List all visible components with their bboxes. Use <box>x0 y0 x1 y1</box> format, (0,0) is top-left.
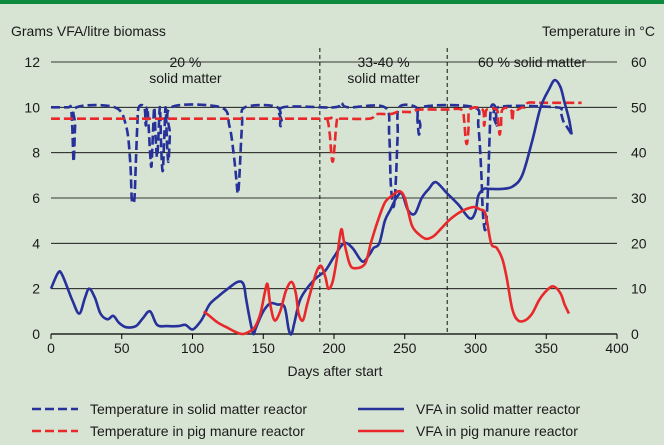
vfa-solid-matter-line <box>49 78 573 336</box>
region-label: 20 % <box>169 54 201 70</box>
region-label: 33-40 % <box>357 54 409 70</box>
x-tick-label: 350 <box>535 340 559 356</box>
region-label: solid matter <box>149 70 222 86</box>
y-left-tick-label: 6 <box>32 190 40 206</box>
legend-label: VFA in solid matter reactor <box>416 401 581 417</box>
vfa-pig-manure-line <box>202 189 571 336</box>
legend-label: Temperature in pig manure reactor <box>90 423 305 439</box>
x-tick-label: 150 <box>252 340 276 356</box>
temp-pig-manure-line <box>50 101 582 163</box>
region-label: 60 % solid matter <box>478 54 586 70</box>
x-tick-label: 300 <box>464 340 488 356</box>
right-axis-title: Temperature in °C <box>542 23 655 39</box>
y-left-tick-label: 2 <box>32 281 40 297</box>
axis-ticks: 0 2 4 6 8 10 12 0 10 20 30 40 50 60 0 50 100 150 200 250 300… <box>24 54 646 356</box>
y-right-tick-label: 0 <box>631 326 639 342</box>
y-right-tick-label: 50 <box>631 99 647 115</box>
y-right-tick-label: 60 <box>631 54 647 70</box>
y-right-tick-label: 30 <box>631 190 647 206</box>
legend: Temperature in solid matter reactor Tempe… <box>32 401 581 439</box>
series <box>49 78 582 336</box>
y-left-tick-label: 8 <box>32 145 40 161</box>
legend-label: VFA in pig manure reactor <box>416 423 578 439</box>
x-tick-label: 200 <box>322 340 346 356</box>
y-left-tick-label: 0 <box>32 326 40 342</box>
y-right-tick-label: 40 <box>631 145 647 161</box>
legend-label: Temperature in solid matter reactor <box>90 401 307 417</box>
y-right-tick-label: 20 <box>631 235 647 251</box>
x-tick-label: 0 <box>47 340 55 356</box>
y-right-tick-label: 10 <box>631 281 647 297</box>
region-label: solid matter <box>347 70 420 86</box>
y-left-tick-label: 12 <box>24 54 40 70</box>
temp-solid-matter-line <box>51 101 573 232</box>
x-tick-label: 400 <box>605 340 629 356</box>
y-left-tick-label: 4 <box>32 235 40 251</box>
x-tick-label: 50 <box>114 340 130 356</box>
x-axis-title: Days after start <box>288 363 383 379</box>
x-tick-label: 100 <box>181 340 205 356</box>
y-left-tick-label: 10 <box>24 99 40 115</box>
left-axis-title: Grams VFA/litre biomass <box>11 23 166 39</box>
x-tick-label: 250 <box>393 340 417 356</box>
